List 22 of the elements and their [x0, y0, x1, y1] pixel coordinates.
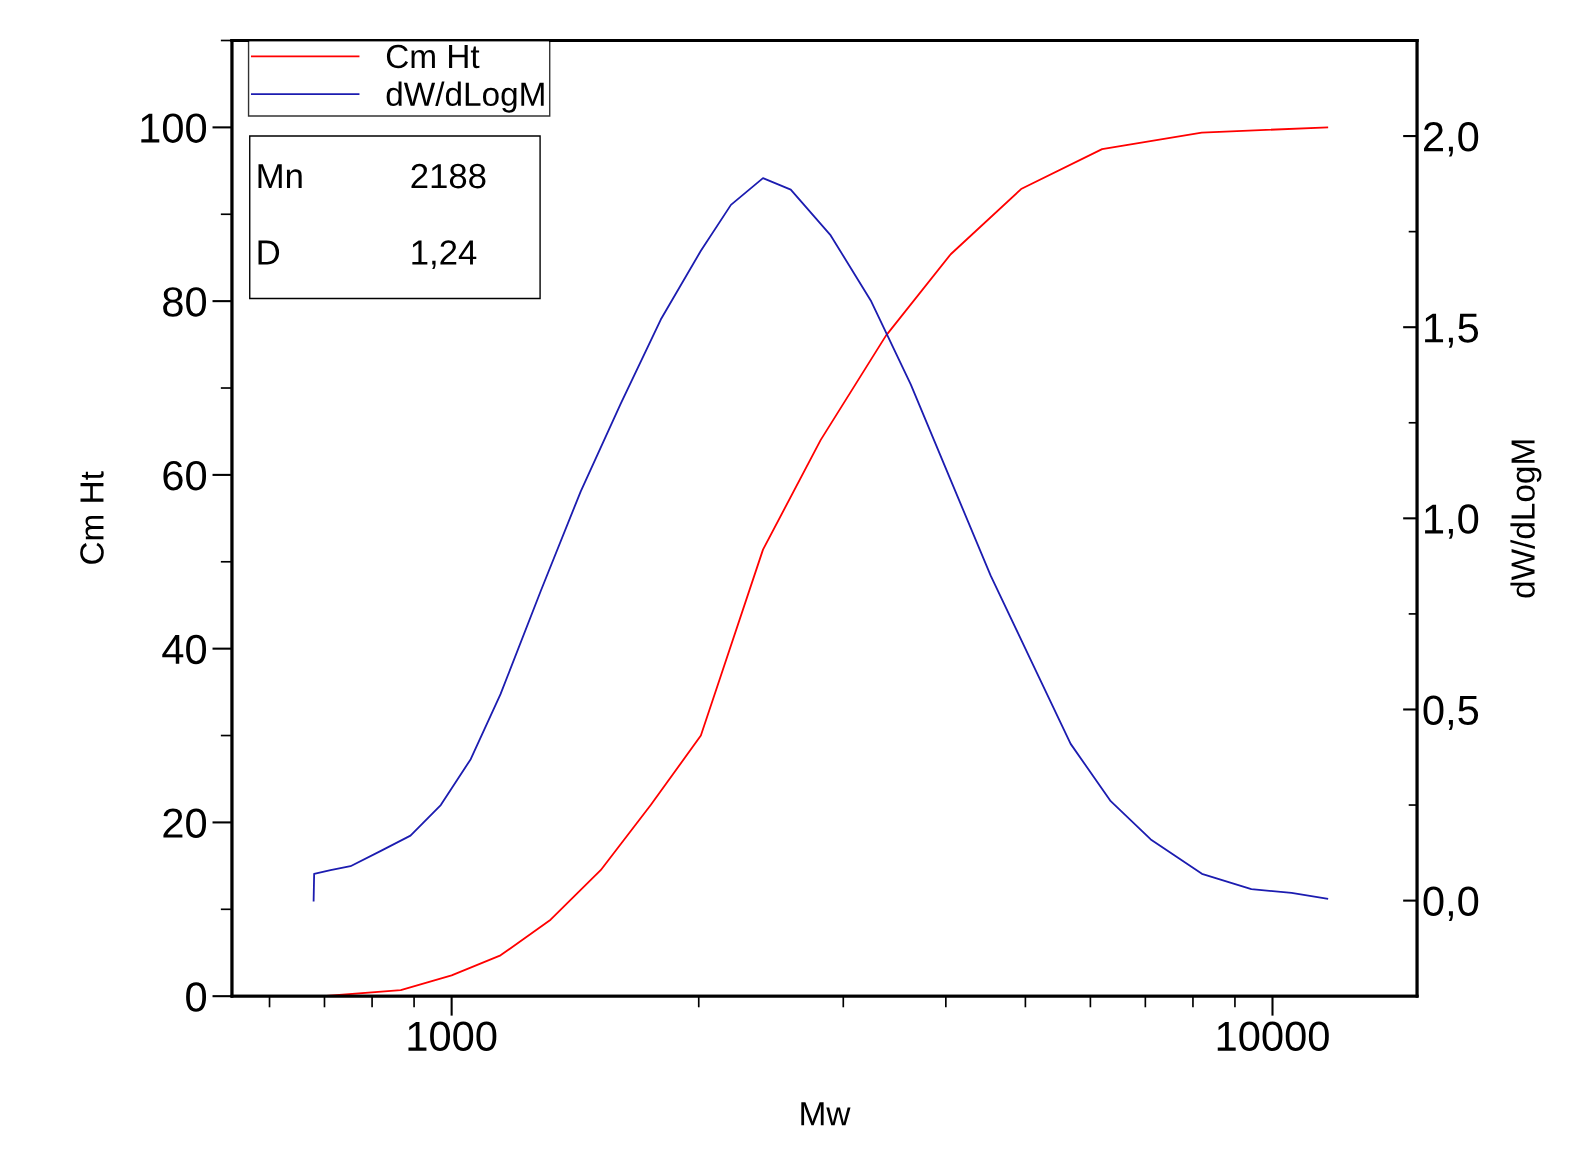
y-tick-label: 80: [163, 287, 207, 317]
y-tick-label: 0: [186, 982, 207, 1012]
x-axis-title: Mw: [801, 1102, 851, 1126]
y-axis-title: Cm Ht: [80, 471, 104, 564]
y2-tick-label: 1,5: [1425, 313, 1479, 348]
y2-tick-label: 0,0: [1423, 886, 1479, 922]
y-tick-label: 100: [141, 113, 207, 143]
annotation: D: [258, 240, 280, 265]
annotation: 2188: [411, 163, 486, 189]
y-tick-label: 60: [163, 460, 207, 491]
y2-tick-label: 1,0: [1425, 504, 1479, 539]
x-tick-label: 1000: [408, 1021, 497, 1052]
y-tick-label: 40: [162, 634, 207, 665]
y2-tick-label: 0,5: [1423, 695, 1479, 730]
y2-axis-title: dW/dLogM: [1510, 440, 1542, 598]
x-tick-label: 10000: [1217, 1021, 1329, 1052]
legend-label: Cm Ht: [386, 44, 480, 69]
y2-tick-label: 2,0: [1424, 122, 1479, 157]
annotation: 1,24: [412, 240, 477, 269]
y-tick-label: 20: [163, 808, 207, 838]
annotation: Mn: [258, 164, 302, 189]
legend-label: dW/dLogM: [386, 81, 544, 113]
